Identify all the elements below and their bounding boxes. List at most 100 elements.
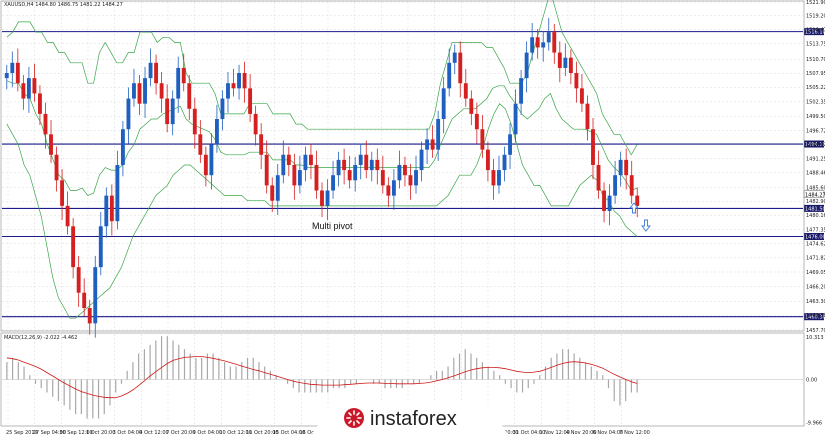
x-tick-label: 30 Sep 12:00 bbox=[59, 430, 92, 436]
candle-body bbox=[347, 170, 352, 181]
y-tick-label: 1513.75 bbox=[806, 41, 825, 47]
candle-body bbox=[214, 118, 219, 145]
candle-body bbox=[43, 113, 48, 135]
candle-body bbox=[353, 164, 358, 181]
candle-body bbox=[397, 164, 402, 181]
candle-body bbox=[613, 175, 618, 196]
candle-body bbox=[602, 190, 606, 211]
candle-body bbox=[187, 83, 192, 109]
pivot-level-tag bbox=[804, 313, 824, 321]
multi-pivot-label: Multi pivot bbox=[312, 221, 353, 231]
pivot-level-label: 1476.00 bbox=[805, 235, 825, 241]
candle-body bbox=[541, 42, 546, 48]
candle-body bbox=[469, 98, 474, 114]
candle-body bbox=[104, 195, 109, 227]
candle-body bbox=[192, 108, 197, 135]
candle-body bbox=[568, 57, 573, 74]
y-tick-label: 1494.02 bbox=[806, 142, 825, 148]
candle-body bbox=[331, 175, 335, 191]
y-tick-label: 1482.90 bbox=[806, 199, 825, 205]
macd-panel bbox=[2, 336, 803, 419]
candle-body bbox=[220, 98, 225, 119]
candle-body bbox=[314, 164, 319, 191]
macd-signal-line bbox=[6, 356, 638, 399]
pivot-level-tag bbox=[804, 140, 824, 148]
macd-y-tick-label: -9.966 bbox=[806, 420, 822, 426]
x-tick-label: 7 Nov 12:00 bbox=[619, 430, 650, 436]
candle-body bbox=[143, 78, 147, 104]
candle-body bbox=[579, 88, 584, 104]
up-arrow-icon bbox=[629, 202, 639, 214]
candle-body bbox=[297, 170, 302, 186]
down-arrow-icon bbox=[641, 219, 651, 232]
candle-body bbox=[585, 103, 590, 130]
candle-body bbox=[132, 83, 136, 99]
candle-body bbox=[320, 190, 324, 206]
candle-body bbox=[203, 154, 208, 176]
candle-body bbox=[259, 134, 264, 155]
bollinger-middle bbox=[6, 80, 638, 197]
y-tick-label: 1469.05 bbox=[806, 270, 825, 276]
candle-body bbox=[165, 98, 170, 125]
candle-body bbox=[54, 154, 59, 181]
candle-body bbox=[303, 154, 308, 171]
macd-y-tick-label: 10.313 bbox=[806, 335, 824, 341]
candle-body bbox=[38, 93, 42, 114]
instaforex-watermark: instaforex bbox=[310, 400, 510, 437]
y-tick-label: 1502.35 bbox=[806, 100, 825, 106]
x-tick-label: 6 Nov 04:00 bbox=[593, 430, 624, 436]
candle-body bbox=[441, 88, 446, 119]
candles bbox=[4, 17, 640, 338]
chart-header: XAUUSD,H4 1484.80 1486.75 1481.22 1484.2… bbox=[4, 2, 123, 8]
y-tick-label: 1491.25 bbox=[806, 156, 825, 162]
candle-body bbox=[386, 185, 391, 196]
candle-body bbox=[126, 98, 131, 130]
candle-body bbox=[286, 154, 291, 165]
x-tick-label: 15 Oct 04:00 bbox=[273, 430, 306, 436]
y-tick-label: 1510.70 bbox=[806, 57, 825, 63]
macd-header: MACD(12,26,9) -2.022 -4.462 bbox=[4, 335, 77, 341]
y-tick-label: 1466.20 bbox=[806, 284, 825, 290]
candle-body bbox=[629, 175, 634, 196]
x-tick-label: 11 Oct 20:00 bbox=[246, 430, 279, 436]
candle-body bbox=[546, 32, 551, 43]
candle-body bbox=[270, 185, 275, 201]
candle-body bbox=[170, 98, 175, 125]
candle-body bbox=[552, 32, 557, 53]
candle-body bbox=[10, 62, 15, 74]
candle-body bbox=[154, 62, 159, 84]
candle-body bbox=[618, 159, 623, 176]
y-tick-label: 1477.35 bbox=[806, 227, 825, 233]
candle-body bbox=[281, 154, 286, 176]
candle-body bbox=[248, 88, 253, 114]
y-tick-label: 1457.70 bbox=[806, 328, 825, 334]
instaforex-logo-icon bbox=[344, 408, 364, 428]
y-tick-label: 1496.72 bbox=[806, 128, 825, 134]
candle-body bbox=[358, 154, 363, 165]
candle-body bbox=[60, 180, 65, 206]
pivot-level-tag bbox=[804, 233, 824, 241]
candle-body bbox=[497, 170, 501, 186]
x-tick-label: 4 Oct 12:00 bbox=[139, 430, 168, 436]
candle-body bbox=[369, 159, 374, 171]
y-tick-label: 1521.90 bbox=[806, 0, 825, 6]
y-tick-label: 1474.62 bbox=[806, 241, 825, 247]
candle-body bbox=[71, 226, 76, 268]
x-tick-label: 27 Sep 04:00 bbox=[33, 430, 66, 436]
candle-body bbox=[65, 205, 70, 227]
candle-body bbox=[159, 83, 164, 99]
y-tick-label: 1460.58 bbox=[806, 313, 825, 319]
candle-body bbox=[364, 154, 369, 171]
candle-body bbox=[591, 129, 595, 165]
candle-body bbox=[15, 62, 20, 84]
candle-body bbox=[425, 139, 430, 150]
pivot-levels: 1516.10 1494.10 1481.50 1476.00 1460.30 1484.… bbox=[2, 28, 825, 321]
candle-body bbox=[26, 78, 31, 99]
candle-body bbox=[93, 267, 98, 324]
y-tick-label: 1471.82 bbox=[806, 256, 825, 262]
candle-body bbox=[408, 175, 413, 186]
candle-body bbox=[596, 164, 601, 191]
y-tick-label: 1480.16 bbox=[806, 213, 825, 219]
